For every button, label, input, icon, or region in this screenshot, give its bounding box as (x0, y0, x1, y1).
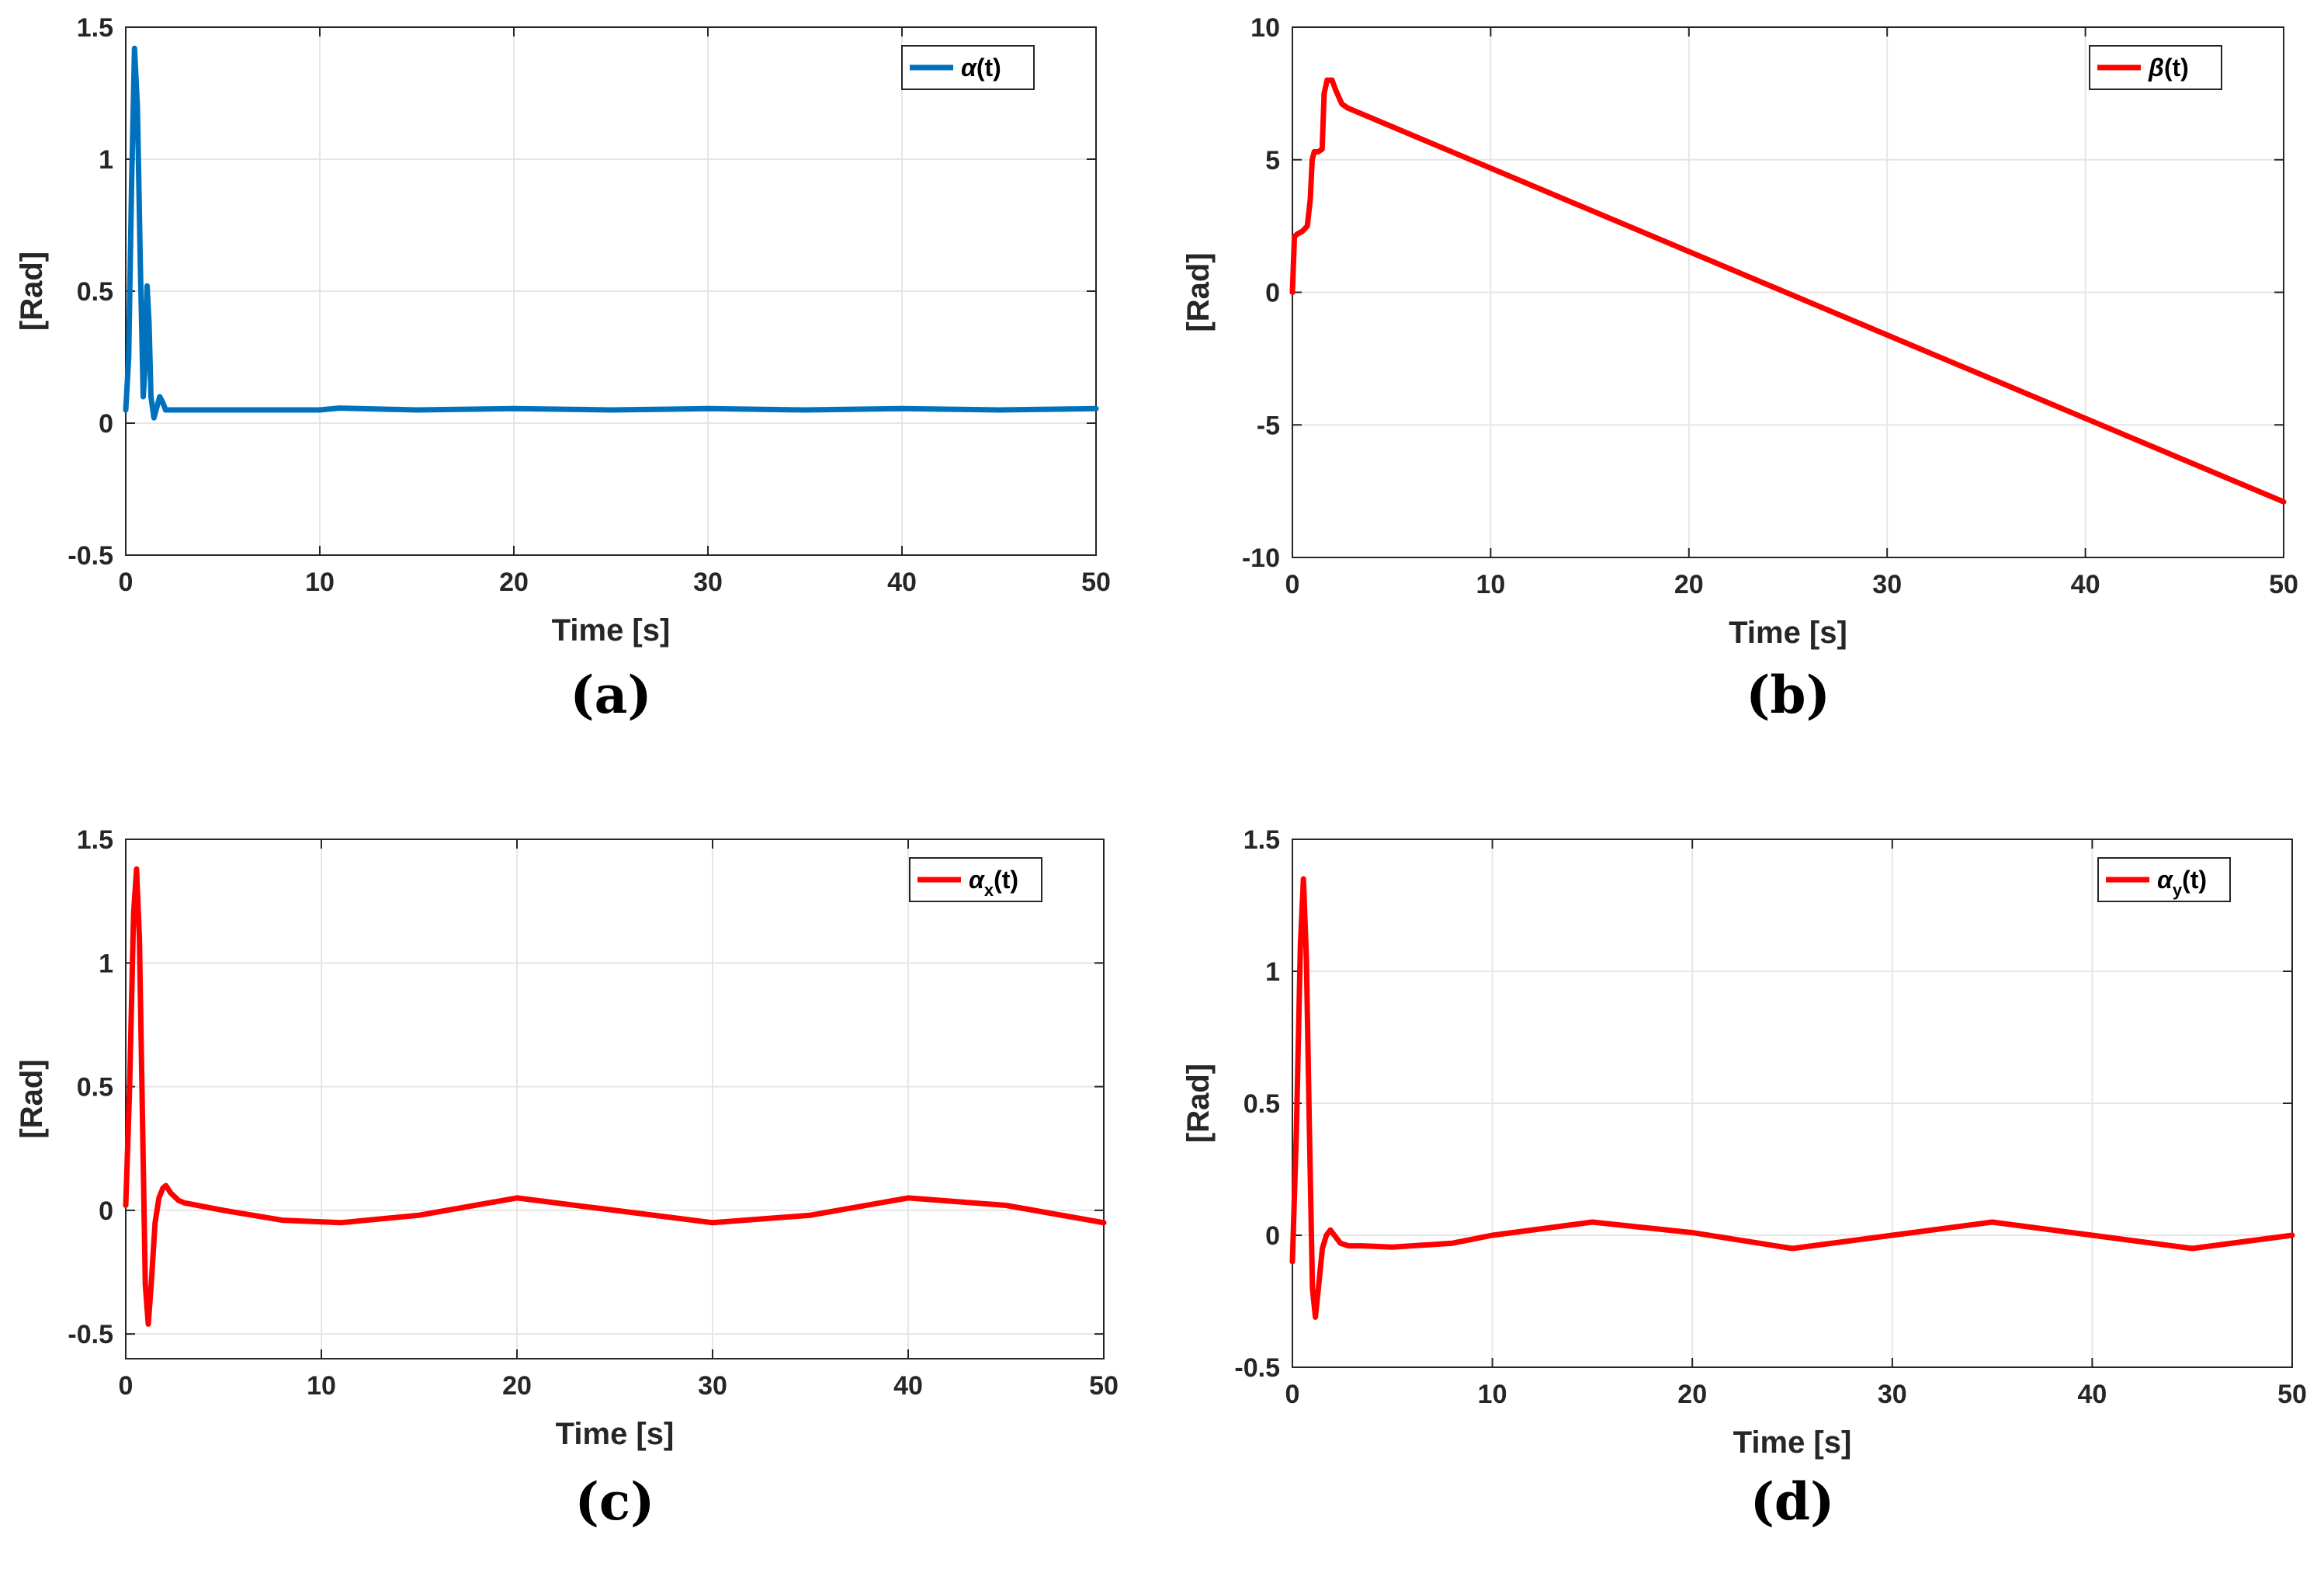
legend-symbol: β (2148, 54, 2164, 82)
panel-caption: (c) (575, 1471, 655, 1532)
legend-symbol: α (961, 54, 977, 82)
x-tick-label: 0 (119, 568, 134, 597)
y-tick-label: 1.5 (1244, 825, 1280, 855)
x-tick-label: 40 (2071, 570, 2100, 599)
x-axis-label: Time [s] (1733, 1425, 1852, 1460)
x-axis-label: Time [s] (556, 1417, 675, 1451)
legend-subscript: y (2173, 880, 2183, 900)
y-tick-label: 0 (99, 409, 113, 439)
x-tick-label: 40 (2077, 1380, 2107, 1409)
y-tick-label: -0.5 (1234, 1353, 1280, 1383)
x-tick-label: 30 (698, 1371, 727, 1401)
x-tick-label: 30 (1872, 570, 1902, 599)
legend-argument: (t) (2164, 54, 2189, 82)
x-tick-label: 0 (1285, 570, 1300, 599)
x-tick-label: 40 (893, 1371, 923, 1401)
panel-caption: (b) (1746, 665, 1830, 725)
y-tick-label: 0 (1265, 279, 1280, 308)
data-series-line (1289, 876, 2295, 1320)
legend-argument: (t) (2182, 866, 2207, 894)
x-tick-label: 20 (502, 1371, 532, 1401)
y-tick-label: 1 (1265, 957, 1280, 987)
y-axis-label: [Rad] (15, 252, 49, 331)
y-axis-label: [Rad] (15, 1059, 49, 1138)
legend-argument: (t) (994, 866, 1018, 894)
x-tick-label: 10 (307, 1371, 336, 1401)
x-tick-label: 10 (305, 568, 335, 597)
x-tick-label: 0 (119, 1371, 134, 1401)
x-tick-label: 50 (1089, 1371, 1119, 1401)
legend-subscript: x (984, 880, 994, 900)
panel-caption: (a) (570, 665, 651, 725)
x-tick-label: 20 (1677, 1380, 1707, 1409)
y-axis-label: [Rad] (1181, 252, 1216, 332)
x-tick-label: 30 (1878, 1380, 1907, 1409)
y-tick-label: 1 (99, 145, 113, 175)
x-tick-label: 50 (2277, 1380, 2307, 1409)
y-axis-label: [Rad] (1181, 1064, 1216, 1143)
x-axis-label: Time [s] (552, 613, 671, 648)
y-tick-label: 10 (1250, 13, 1280, 43)
data-series-line (1289, 77, 2287, 505)
y-tick-label: -0.5 (68, 541, 113, 571)
y-tick-label: 1 (99, 949, 113, 978)
x-tick-label: 10 (1478, 1380, 1507, 1409)
y-tick-label: 0 (99, 1196, 113, 1226)
y-tick-label: -10 (1242, 543, 1280, 573)
x-tick-label: 0 (1285, 1380, 1300, 1409)
y-tick-label: 0.5 (77, 277, 113, 307)
legend-symbol: α (969, 866, 985, 894)
legend-symbol: α (2157, 866, 2173, 894)
y-tick-label: 0 (1265, 1221, 1280, 1251)
data-series-line (123, 866, 1107, 1327)
y-tick-label: -5 (1257, 411, 1280, 440)
legend-label: β(t) (2148, 54, 2189, 82)
legend-label: α(t) (961, 54, 1001, 82)
y-tick-label: -0.5 (68, 1320, 113, 1349)
plot-area (126, 839, 1104, 1359)
x-tick-label: 40 (887, 568, 917, 597)
x-tick-label: 10 (1476, 570, 1505, 599)
y-tick-label: 0.5 (77, 1073, 113, 1102)
y-tick-label: 5 (1265, 146, 1280, 175)
x-tick-label: 20 (499, 568, 529, 597)
y-tick-label: 1.5 (77, 13, 113, 43)
y-tick-label: 1.5 (77, 825, 113, 855)
legend-label: αx(t) (969, 866, 1018, 900)
x-tick-label: 30 (693, 568, 723, 597)
legend-label: αy(t) (2157, 866, 2207, 900)
x-tick-label: 20 (1674, 570, 1704, 599)
x-tick-label: 50 (1081, 568, 1111, 597)
y-tick-label: 0.5 (1244, 1089, 1280, 1119)
legend-argument: (t) (976, 54, 1001, 82)
x-axis-label: Time [s] (1729, 616, 1847, 650)
axes-box (125, 839, 1105, 1359)
data-series-line (123, 45, 1099, 421)
panel-caption: (d) (1750, 1471, 1835, 1532)
x-tick-label: 50 (2269, 570, 2298, 599)
